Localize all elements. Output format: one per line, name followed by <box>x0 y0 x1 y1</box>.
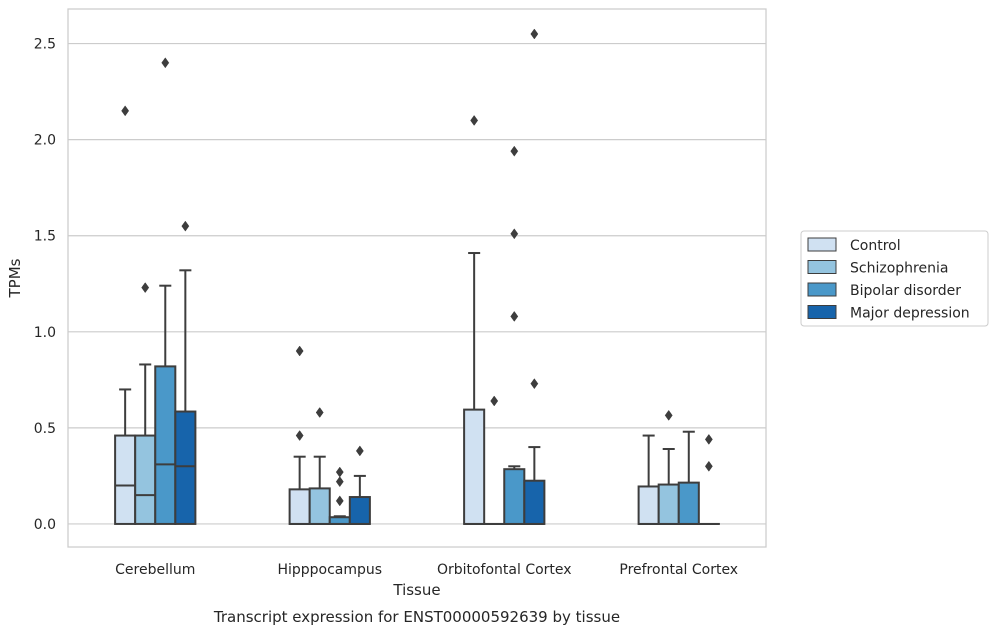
box-body <box>463 408 486 525</box>
outlier-point <box>141 282 150 294</box>
box-body <box>154 365 177 525</box>
outlier-point <box>335 495 344 507</box>
legend-swatch-schizophrenia <box>807 260 837 274</box>
box-major-depression-orbitofontal-cortex <box>523 28 546 525</box>
outlier-point <box>490 395 499 407</box>
legend-frame <box>800 230 989 327</box>
box-bipolar-disorder-prefrontal-cortex <box>677 430 700 525</box>
box-schizophrenia-hipppocampus <box>308 407 331 525</box>
outlier-point <box>295 430 304 441</box>
box-schizophrenia-orbitofontal-cortex <box>483 395 506 525</box>
y-tick-label: 0.0 <box>34 517 56 533</box>
box-body <box>328 516 351 525</box>
outlier-point <box>335 476 344 488</box>
outlier-point <box>335 466 344 478</box>
box-body <box>523 479 546 525</box>
x-axis-label: Tissue <box>392 581 440 599</box>
box-bipolar-disorder-hipppocampus <box>328 466 351 525</box>
box-layer <box>114 28 720 525</box>
outlier-point <box>315 407 324 418</box>
outlier-point <box>510 228 519 240</box>
box-control-cerebellum <box>114 105 137 525</box>
box-control-orbitofontal-cortex <box>463 115 486 525</box>
legend-label-control: Control <box>850 238 901 254</box>
box-control-prefrontal-cortex <box>637 434 660 525</box>
x-tick-label: Hipppocampus <box>277 562 382 578</box>
outlier-point <box>295 345 304 357</box>
legend: Control Schizophrenia Bipolar disorder Majo… <box>800 230 989 327</box>
y-tick-label: 1.0 <box>34 325 56 341</box>
box-major-depression-cerebellum <box>174 220 197 525</box>
box-body <box>657 483 680 525</box>
box-major-depression-prefrontal-cortex <box>697 433 720 525</box>
outlier-point <box>530 28 539 40</box>
y-tick-label: 2.5 <box>34 37 56 53</box>
plot-frame <box>67 8 767 548</box>
y-axis-label: TPMs <box>6 258 24 298</box>
outlier-point <box>161 57 170 69</box>
outlier-point <box>704 460 713 472</box>
x-tick-label: Orbitofontal Cortex <box>437 562 572 578</box>
chart-caption: Transcript expression for ENST0000059263… <box>213 608 620 626</box>
legend-label-bipolar-disorder: Bipolar disorder <box>850 283 961 299</box>
outlier-point <box>510 311 519 322</box>
box-body <box>114 434 137 525</box>
outlier-point <box>664 409 673 421</box>
y-tick-label: 0.5 <box>34 421 56 437</box>
outlier-point <box>181 220 190 232</box>
y-tick-labels: 0.0 0.5 1.0 1.5 2.0 2.5 <box>34 37 56 533</box>
x-tick-labels: Cerebellum Hipppocampus Orbitofontal Corte… <box>115 562 738 578</box>
legend-swatch-bipolar-disorder <box>807 282 837 297</box>
legend-swatch-major-depression <box>807 305 837 319</box>
outlier-point <box>121 105 130 117</box>
legend-label-schizophrenia: Schizophrenia <box>850 261 948 277</box>
outlier-point <box>470 115 479 126</box>
box-major-depression-hipppocampus <box>348 445 371 525</box>
box-body <box>134 434 157 525</box>
legend-label-major-depression: Major depression <box>850 306 970 322</box>
box-body <box>637 485 660 525</box>
y-tick-label: 2.0 <box>34 133 56 149</box>
box-body <box>503 468 526 525</box>
box-body <box>308 487 331 525</box>
box-bipolar-disorder-orbitofontal-cortex <box>503 145 526 525</box>
x-tick-label: Cerebellum <box>115 562 195 578</box>
outlier-point <box>355 445 364 457</box>
legend-swatch-control <box>807 237 837 252</box>
box-schizophrenia-cerebellum <box>134 282 157 525</box>
box-body <box>288 488 311 525</box>
box-body <box>348 496 371 525</box>
box-body <box>174 410 197 525</box>
box-control-hipppocampus <box>288 345 311 525</box>
outlier-point <box>704 433 713 445</box>
y-tick-label: 1.5 <box>34 229 56 245</box>
box-body <box>677 481 700 525</box>
outlier-point <box>530 378 539 390</box>
box-bipolar-disorder-cerebellum <box>154 57 177 525</box>
x-tick-label: Prefrontal Cortex <box>619 562 738 578</box>
outlier-point <box>510 145 519 157</box>
